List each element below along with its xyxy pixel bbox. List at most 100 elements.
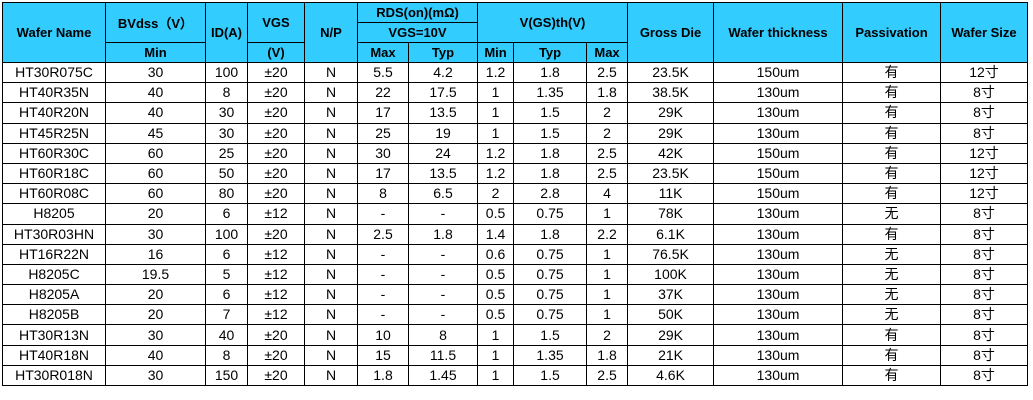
table-cell: -: [407, 203, 479, 225]
table-cell: 45: [105, 122, 206, 144]
table-cell: 7: [205, 304, 248, 326]
table-cell: 130um: [713, 284, 844, 306]
table-cell: 12寸: [940, 183, 1029, 205]
table-row: HT60R08C 60 80 ±20 N 8 6.5 2 2.8 4 11K 150um 有 12寸: [2, 183, 1029, 205]
table-cell: HT60R18C: [2, 162, 106, 185]
table-cell: 8寸: [940, 304, 1029, 326]
table-cell: N: [304, 344, 358, 366]
table-cell: ±12: [247, 203, 305, 225]
table-cell: 1: [477, 364, 515, 387]
table-cell: 有: [842, 122, 942, 144]
table-row: HT60R30C 60 25 ±20 N 30 24 1.2 1.8 2.5 42K 150um 有 12…: [2, 142, 1029, 164]
table-cell: 2.2: [586, 223, 629, 245]
table-header: Wafer Name BVdss（V） ID(A) VGS N/P RDS(on…: [2, 2, 1029, 63]
table-cell: HT45R25N: [2, 122, 106, 144]
table-cell: 8: [407, 324, 479, 346]
table-cell: N: [304, 82, 358, 104]
table-cell: 8寸: [940, 324, 1029, 346]
header-cell: Wafer Name: [2, 2, 106, 63]
table-cell: 8寸: [940, 364, 1029, 387]
table-cell: 有: [842, 61, 942, 84]
table-cell: N: [304, 61, 358, 84]
table-cell: HT30R075C: [2, 61, 106, 84]
table-cell: H8205B: [2, 304, 106, 326]
table-cell: 10: [357, 324, 409, 346]
table-cell: 1.4: [477, 223, 515, 245]
table-cell: 130um: [713, 102, 844, 124]
table-cell: 6.1K: [627, 223, 715, 245]
table-cell: 无: [842, 284, 942, 306]
table-row: HT30R13N 30 40 ±20 N 10 8 1 1.5 2 29K 130um 有 8寸: [2, 324, 1029, 346]
table-cell: 0.6: [477, 243, 515, 265]
table-cell: N: [304, 364, 358, 387]
table-row: HT40R35N 40 8 ±20 N 22 17.5 1 1.35 1.8 38.5K 130um 有…: [2, 82, 1029, 104]
header-cell: Max: [357, 42, 409, 63]
table-cell: ±20: [247, 183, 305, 205]
table-cell: 150um: [713, 142, 844, 164]
table-cell: ±20: [247, 344, 305, 366]
table-cell: 100: [205, 223, 248, 245]
table-cell: 8寸: [940, 284, 1029, 306]
table-cell: 130um: [713, 364, 844, 387]
table-cell: -: [357, 284, 409, 306]
table-cell: HT40R20N: [2, 102, 106, 124]
table-cell: 2: [586, 122, 629, 144]
table-cell: 1.8: [586, 344, 629, 366]
table-cell: 40: [105, 102, 206, 124]
table-body: HT30R075C 30 100 ±20 N 5.5 4.2 1.2 1.8 2.5 23.5K 15…: [2, 61, 1029, 387]
table-cell: N: [304, 142, 358, 164]
table-cell: HT30R03HN: [2, 223, 106, 245]
table-cell: 无: [842, 263, 942, 286]
table-cell: 6: [205, 284, 248, 306]
table-cell: 12寸: [940, 61, 1029, 84]
table-cell: 38.5K: [627, 82, 715, 104]
table-cell: -: [407, 284, 479, 306]
table-cell: 无: [842, 203, 942, 225]
table-cell: 23.5K: [627, 162, 715, 185]
table-cell: 1.35: [513, 82, 588, 104]
table-cell: 2: [586, 102, 629, 124]
table-row: HT30R018N 30 150 ±20 N 1.8 1.45 1 1.5 2.5 4.6K 130u…: [2, 364, 1029, 387]
table-cell: 2.5: [586, 142, 629, 164]
table-cell: 40: [105, 82, 206, 104]
table-cell: -: [407, 263, 479, 286]
table-cell: HT60R30C: [2, 142, 106, 164]
table-cell: 有: [842, 183, 942, 205]
table-cell: N: [304, 122, 358, 144]
table-row: HT40R18N 40 8 ±20 N 15 11.5 1 1.35 1.8 21K 130um 有 8寸: [2, 344, 1029, 366]
table-cell: 8寸: [940, 122, 1029, 144]
table-cell: N: [304, 324, 358, 346]
spec-table: Wafer Name BVdss（V） ID(A) VGS N/P RDS(on…: [2, 2, 1029, 387]
table-cell: 76.5K: [627, 243, 715, 265]
table-cell: 8寸: [940, 223, 1029, 245]
header-cell: VGS: [247, 2, 305, 43]
table-cell: 无: [842, 304, 942, 326]
header-cell: VGS=10V: [356, 22, 479, 43]
table-cell: 29K: [627, 324, 715, 346]
table-cell: -: [357, 304, 409, 326]
table-cell: 4: [586, 183, 629, 205]
table-cell: 1.8: [357, 364, 409, 387]
table-cell: ±20: [247, 122, 305, 144]
table-cell: N: [304, 162, 358, 185]
table-cell: N: [304, 243, 358, 265]
table-cell: 150um: [713, 162, 844, 185]
table-row: HT60R18C 60 50 ±20 N 17 13.5 1.2 1.8 2.5 23.5K 150u…: [2, 162, 1029, 185]
table-cell: -: [407, 304, 479, 326]
table-cell: 6.5: [407, 183, 479, 205]
table-cell: 130um: [713, 223, 844, 245]
table-cell: 1.8: [407, 223, 479, 245]
table-cell: 13.5: [407, 162, 479, 185]
table-cell: 11K: [627, 183, 715, 205]
table-cell: 1.5: [513, 364, 588, 387]
table-cell: 0.75: [513, 284, 588, 306]
table-cell: 1: [586, 243, 629, 265]
header-cell: N/P: [304, 2, 358, 63]
table-cell: 80: [205, 183, 248, 205]
table-cell: 130um: [713, 263, 844, 286]
header-cell: Typ: [513, 42, 588, 63]
table-cell: 4.6K: [627, 364, 715, 387]
header-cell: Max: [586, 42, 629, 63]
table-cell: 19: [407, 122, 479, 144]
table-cell: 130um: [713, 122, 844, 144]
